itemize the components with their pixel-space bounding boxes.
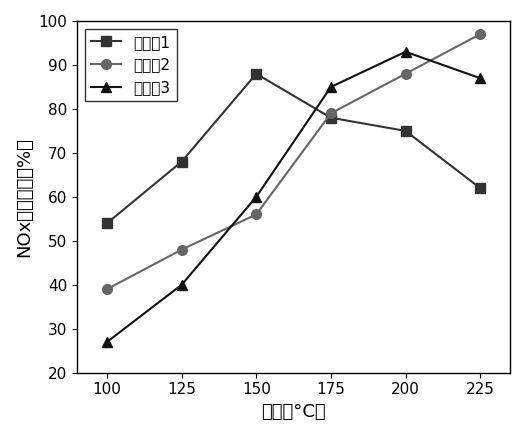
实施例1 <box>477 185 484 191</box>
实施例3 <box>477 75 484 81</box>
实施例1 <box>402 128 408 133</box>
实施例2 <box>253 212 259 217</box>
实施例2 <box>402 71 408 76</box>
实施例2 <box>178 247 185 252</box>
实施例3 <box>178 282 185 287</box>
实施例1 <box>328 115 334 120</box>
Line: 实施例3: 实施例3 <box>102 47 485 347</box>
实施例3 <box>253 194 259 200</box>
实施例3 <box>402 49 408 54</box>
X-axis label: 温度（°C）: 温度（°C） <box>261 403 326 421</box>
实施例3 <box>104 339 110 344</box>
Line: 实施例1: 实施例1 <box>102 69 485 228</box>
实施例2 <box>477 31 484 37</box>
实施例3 <box>328 84 334 89</box>
实施例1 <box>253 71 259 76</box>
Line: 实施例2: 实施例2 <box>102 29 485 294</box>
实施例2 <box>328 111 334 116</box>
实施例2 <box>104 286 110 292</box>
实施例1 <box>104 221 110 226</box>
Y-axis label: NOx脱除效率（%）: NOx脱除效率（%） <box>15 137 33 257</box>
实施例1 <box>178 159 185 164</box>
Legend: 实施例1, 实施例2, 实施例3: 实施例1, 实施例2, 实施例3 <box>85 29 177 101</box>
